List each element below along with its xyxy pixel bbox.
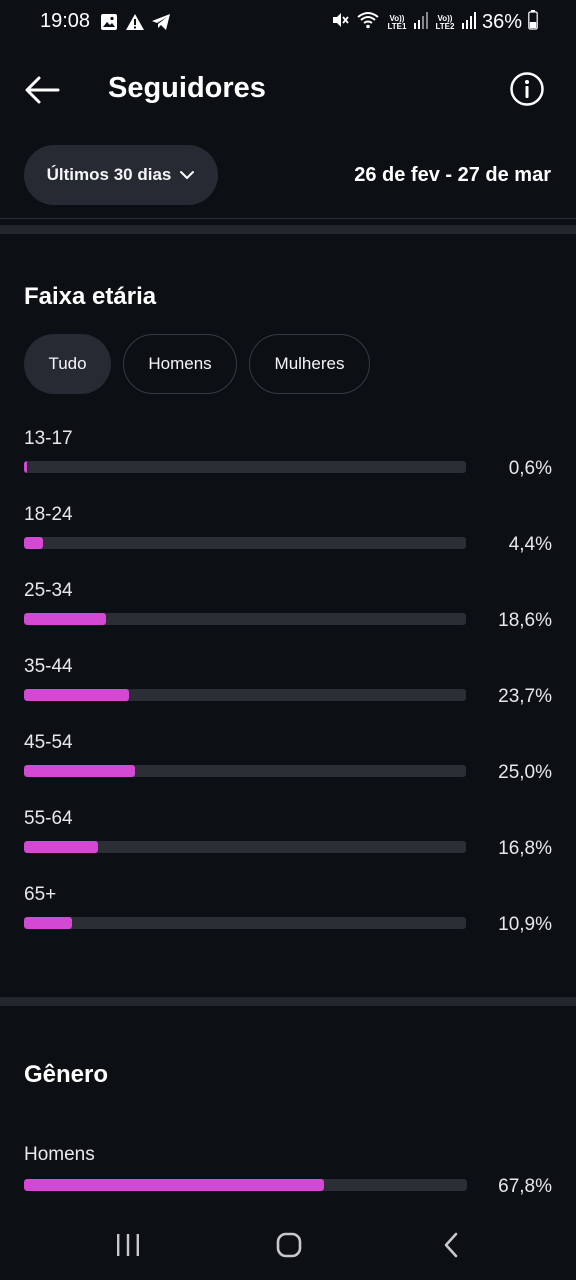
age-row-label: 45-54: [24, 732, 73, 753]
date-range-dropdown[interactable]: Últimos 30 dias: [24, 145, 218, 205]
gender-section-title: Gênero: [24, 1061, 109, 1088]
status-bar: 19:08 Vo)) LTE1 Vo)) LTE2: [0, 0, 576, 44]
age-row-label: 65+: [24, 884, 57, 905]
arrow-left-icon: [25, 76, 60, 104]
age-row-35-44: 35-44 23,7%: [24, 656, 552, 716]
lte1-indicator: Vo)) LTE1: [387, 13, 407, 31]
bar-fill: [24, 841, 98, 853]
tab-men-label: Homens: [148, 354, 212, 373]
tab-all[interactable]: Tudo: [24, 334, 111, 394]
back-nav-button[interactable]: [431, 1228, 471, 1262]
info-icon: [510, 72, 544, 106]
tab-women-label: Mulheres: [274, 354, 345, 373]
age-row-label: 13-17: [24, 428, 73, 449]
bar-track: [24, 1179, 467, 1191]
bar-fill: [24, 537, 43, 549]
page-title: Seguidores: [108, 72, 266, 104]
signal-icon: [461, 11, 476, 34]
age-row-value: 4,4%: [508, 534, 552, 555]
gender-row-label: Homens: [24, 1144, 95, 1165]
age-row-45-54: 45-54 25,0%: [24, 732, 552, 792]
bar-fill: [24, 613, 106, 625]
bar-fill: [24, 765, 135, 777]
age-row-13-17: 13-17 0,6%: [24, 428, 552, 488]
age-row-label: 35-44: [24, 656, 73, 677]
battery-icon: [528, 10, 538, 35]
battery-percent: 36%: [481, 11, 522, 33]
age-row-label: 25-34: [24, 580, 73, 601]
tab-all-label: Tudo: [48, 354, 87, 373]
gender-row-value: 67,8%: [498, 1176, 552, 1197]
bar-track: [24, 613, 466, 625]
age-row-label: 55-64: [24, 808, 73, 829]
age-row-value: 0,6%: [508, 458, 552, 479]
bar-track: [24, 841, 466, 853]
wifi-icon: [356, 10, 380, 35]
bar-track: [24, 765, 466, 777]
telegram-icon: [151, 12, 171, 37]
age-row-value: 25,0%: [498, 762, 552, 783]
bar-fill: [24, 917, 72, 929]
age-row-25-34: 25-34 18,6%: [24, 580, 552, 640]
system-navigation-bar: [0, 1210, 576, 1280]
back-button[interactable]: [22, 72, 62, 108]
system-icons: Vo)) LTE1 Vo)) LTE2 36%: [330, 10, 538, 35]
signal-icon: [413, 11, 428, 34]
age-row-18-24: 18-24 4,4%: [24, 504, 552, 564]
age-row-55-64: 55-64 16,8%: [24, 808, 552, 868]
tab-women[interactable]: Mulheres: [249, 334, 370, 394]
home-button[interactable]: [269, 1228, 309, 1262]
age-row-value: 23,7%: [498, 686, 552, 707]
bar-fill: [24, 461, 27, 473]
age-row-value: 16,8%: [498, 838, 552, 859]
date-range-dropdown-label: Últimos 30 dias: [46, 165, 172, 184]
warning-icon: [125, 12, 145, 37]
home-icon: [276, 1232, 302, 1258]
bar-track: [24, 537, 466, 549]
bar-fill: [24, 689, 129, 701]
section-divider: [0, 997, 576, 1006]
app-header: Seguidores: [0, 60, 576, 120]
notification-icons: [99, 12, 171, 37]
lte2-indicator: Vo)) LTE2: [435, 13, 455, 31]
gender-row-men: Homens 67,8%: [24, 1144, 552, 1204]
date-range-text: 26 de fev - 27 de mar: [354, 164, 551, 186]
age-row-value: 10,9%: [498, 914, 552, 935]
age-row-value: 18,6%: [498, 610, 552, 631]
age-row-label: 18-24: [24, 504, 73, 525]
bar-track: [24, 461, 466, 473]
chevron-down-icon: [180, 171, 195, 179]
bar-track: [24, 689, 466, 701]
age-section-title: Faixa etária: [24, 283, 157, 310]
recent-apps-button[interactable]: [108, 1228, 148, 1262]
divider: [0, 218, 576, 219]
back-chevron-icon: [444, 1232, 458, 1258]
section-divider: [0, 225, 576, 234]
tab-men[interactable]: Homens: [123, 334, 237, 394]
image-icon: [99, 12, 119, 37]
age-row-65-plus: 65+ 10,9%: [24, 884, 552, 944]
bar-fill: [24, 1179, 324, 1191]
recent-apps-icon: [117, 1234, 139, 1256]
info-button[interactable]: [509, 71, 545, 107]
mute-icon: [330, 10, 350, 35]
status-time: 19:08: [40, 10, 91, 32]
bar-track: [24, 917, 466, 929]
